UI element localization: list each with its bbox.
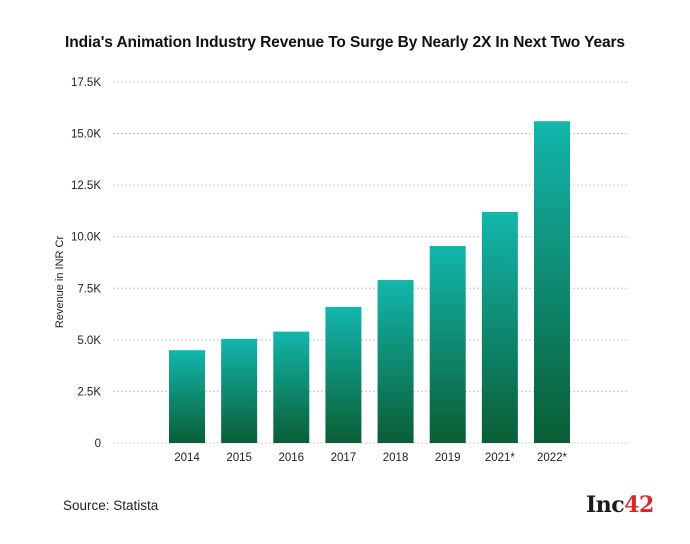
x-tick-label: 2022* — [537, 452, 568, 464]
y-tick-label: 12.5K — [71, 180, 101, 192]
logo-accent-text: 42 — [624, 492, 654, 518]
x-tick-label: 2017 — [331, 452, 357, 464]
x-tick-label: 2016 — [278, 452, 304, 464]
inc42-logo: Inc42 — [586, 492, 654, 518]
y-axis-ticks: 0 2.5K 5.0K 7.5K 10.0K 12.5K 15.0K 17.5K — [71, 77, 101, 450]
y-tick-label: 17.5K — [71, 77, 101, 89]
logo-text: Inc — [586, 492, 625, 518]
x-tick-label: 2021* — [485, 452, 516, 464]
bar-2022-projected — [534, 121, 570, 444]
chart-title: India's Animation Industry Revenue To Su… — [65, 34, 625, 51]
x-tick-label: 2019 — [435, 452, 461, 464]
x-axis-ticks: 2014 2015 2016 2017 2018 2019 2021* 2022* — [174, 452, 567, 464]
x-tick-label: 2018 — [383, 452, 409, 464]
bar-2014 — [169, 350, 205, 443]
bar-2016 — [273, 331, 310, 443]
bar-2017 — [325, 306, 362, 443]
bar-2018 — [377, 280, 414, 443]
x-tick-label: 2014 — [174, 452, 200, 464]
x-tick-label: 2015 — [226, 452, 252, 464]
y-tick-label: 5.0K — [77, 335, 101, 347]
source-note: Source: Statista — [63, 498, 159, 513]
y-tick-label: 7.5K — [77, 283, 101, 295]
y-tick-label: 2.5K — [77, 386, 101, 398]
y-tick-label: 0 — [95, 438, 101, 450]
bar-2021-projected — [481, 211, 518, 443]
bars — [169, 121, 570, 444]
bar-2019 — [429, 245, 466, 443]
bar-2015 — [221, 338, 258, 443]
y-tick-label: 10.0K — [71, 232, 101, 244]
y-tick-label: 15.0K — [71, 129, 101, 141]
y-axis-title: Revenue in INR Cr — [54, 236, 66, 329]
